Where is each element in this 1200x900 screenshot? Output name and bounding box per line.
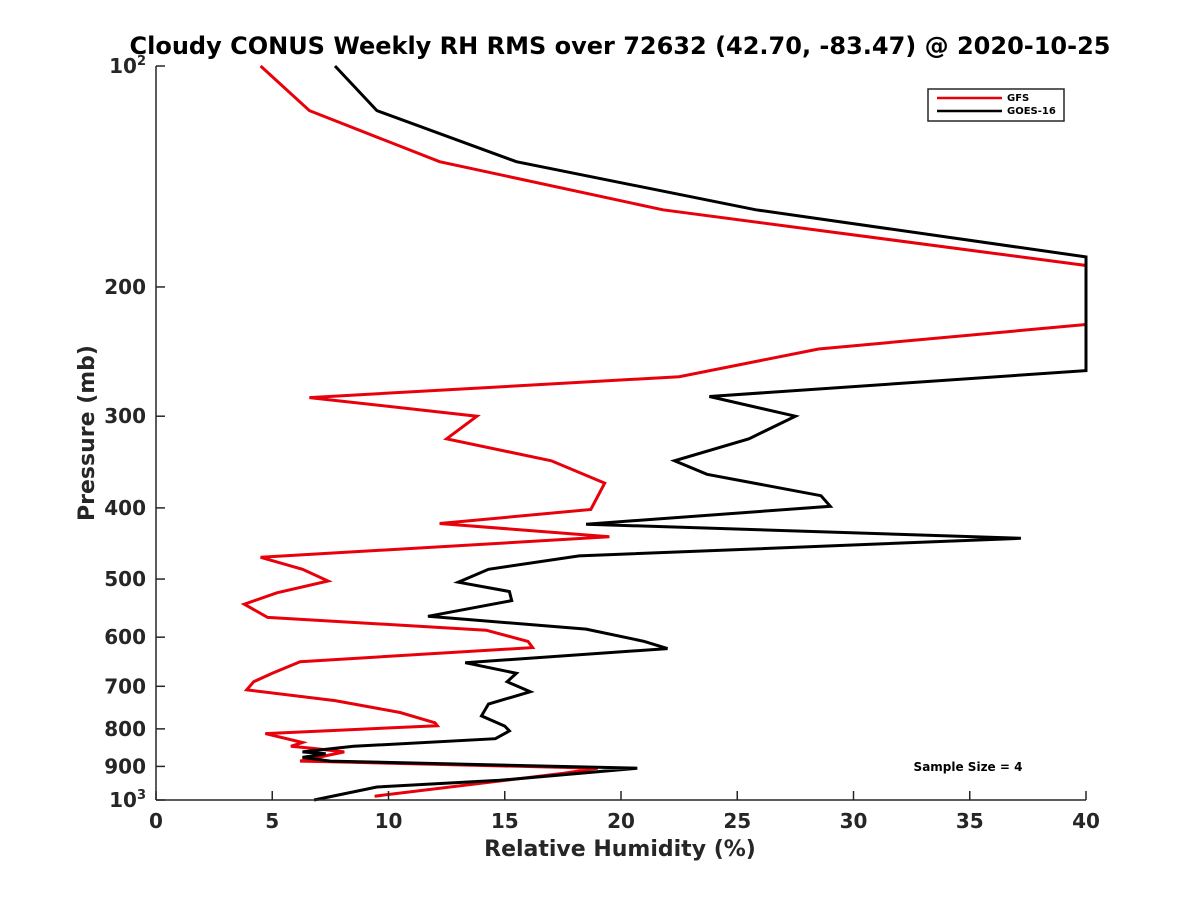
x-tick-label: 0 bbox=[149, 809, 163, 833]
y-tick-label: 700 bbox=[104, 674, 146, 698]
y-tick-label: 300 bbox=[104, 404, 146, 428]
y-tick-label: 400 bbox=[104, 496, 146, 520]
y-tick-label: 102 bbox=[109, 54, 146, 78]
ticks-layer: 0 5 10 15 20 25 30 35 40 102 200 300 400 500 600 700 800… bbox=[104, 54, 1100, 833]
x-tick-label: 30 bbox=[840, 809, 868, 833]
legend-label-gfs: GFS bbox=[1007, 93, 1029, 104]
y-tick-label: 600 bbox=[104, 625, 146, 649]
series-line-goes16 bbox=[302, 64, 1088, 802]
y-tick-label: 500 bbox=[104, 567, 146, 591]
x-tick-label: 40 bbox=[1072, 809, 1100, 833]
y-tick-label: 900 bbox=[104, 754, 146, 778]
x-tick-label: 15 bbox=[491, 809, 519, 833]
y-tick-label: 200 bbox=[104, 275, 146, 299]
x-tick-label: 20 bbox=[607, 809, 635, 833]
y-tick-label: 103 bbox=[109, 788, 146, 812]
series-layer bbox=[240, 64, 1088, 802]
x-tick-label: 5 bbox=[265, 809, 279, 833]
sample-size-annotation: Sample Size = 4 bbox=[914, 760, 1023, 774]
legend-label-goes16: GOES-16 bbox=[1007, 106, 1056, 117]
legend: GFS GOES-16 bbox=[927, 88, 1065, 122]
y-tick-label: 800 bbox=[104, 717, 146, 741]
legend-box bbox=[927, 88, 1065, 122]
x-tick-label: 35 bbox=[956, 809, 984, 833]
chart-title: Cloudy CONUS Weekly RH RMS over 72632 (4… bbox=[130, 32, 1111, 60]
series-line-gfs bbox=[240, 64, 1088, 798]
y-axis-label: Pressure (mb) bbox=[75, 345, 100, 521]
x-tick-label: 25 bbox=[723, 809, 751, 833]
x-axis-label: Relative Humidity (%) bbox=[484, 837, 756, 862]
x-tick-label: 10 bbox=[375, 809, 403, 833]
